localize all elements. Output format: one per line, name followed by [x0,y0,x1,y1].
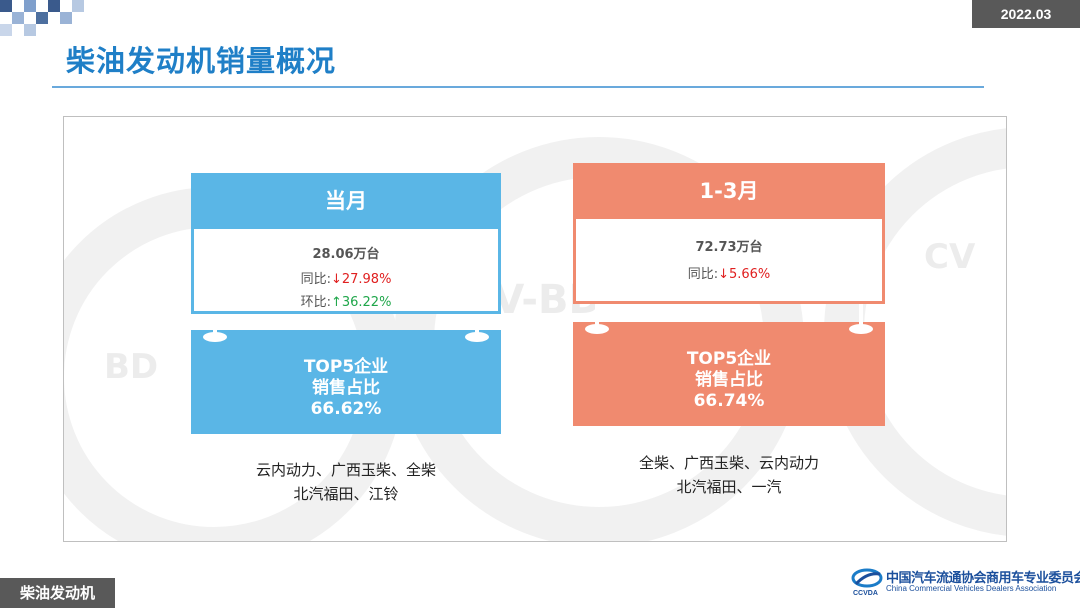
up-arrow-icon: ↑ [330,295,342,310]
sales-info-box-ytd: 72.73万台 同比:↓5.66% [573,216,885,304]
period-header-ytd: 1-3月 [573,163,885,219]
association-logo: CCVDA 中国汽车流通协会商用车专业委员会 China Commercial … [850,562,1080,600]
top5-line2: 销售占比 [312,378,380,398]
yoy-row: 同比:↓5.66% [576,263,882,282]
yoy-label: 同比: [300,272,331,287]
mom-label: 环比: [300,295,331,310]
connector-pin [475,314,479,336]
top5-line1: TOP5企业 [303,357,389,377]
connector-pin [595,304,599,328]
top5-companies-monthly: 云内动力、广西玉柴、全柴 北汽福田、江铃 [191,458,501,506]
yoy-value: 27.98% [341,272,392,287]
logo-mark-icon: CCVDA [851,568,883,597]
yoy-value: 5.66% [728,267,771,282]
yoy-row: 同比:↓27.98% [194,268,498,287]
companies-line1: 全柴、广西玉柴、云内动力 [638,454,819,472]
corner-pattern [0,0,96,36]
date-badge: 2022.03 [972,0,1080,28]
yoy-label: 同比: [687,267,719,282]
top5-line1: TOP5企业 [686,349,772,369]
watermark-text: CV [924,237,976,277]
connector-pin-head [465,332,489,342]
connector-pin [859,304,863,328]
sales-info-box-monthly: 28.06万台 同比:↓27.98% 环比:↑36.22% [191,226,501,314]
sales-total: 28.06万台 [312,247,380,262]
companies-line2: 北汽福田、一汽 [676,478,782,496]
top5-share-box-monthly: TOP5企业 销售占比 66.62% [191,314,501,434]
connector-pin-head [203,332,227,342]
connector-pin-head [849,324,873,334]
mom-row: 环比:↑36.22% [194,291,498,310]
top5-value: 66.62% [310,399,382,419]
page-title: 柴油发动机销量概况 [66,44,337,78]
logo-mark-text: CCVDA [853,590,878,597]
top5-value: 66.74% [693,391,765,411]
mom-value: 36.22% [341,295,392,310]
logo-chinese-name: 中国汽车流通协会商用车专业委员会 [886,571,1080,586]
companies-line1: 云内动力、广西玉柴、全柴 [255,461,436,479]
period-header-monthly: 当月 [191,173,501,229]
top5-companies-ytd: 全柴、广西玉柴、云内动力 北汽福田、一汽 [573,451,885,499]
section-tag: 柴油发动机 [0,578,115,608]
logo-english-name: China Commercial Vehicles Dealers Associ… [886,584,1057,593]
top5-line2: 销售占比 [695,370,763,390]
sales-total: 72.73万台 [695,240,763,255]
connector-pin [213,314,217,336]
top5-share-box-ytd: TOP5企业 销售占比 66.74% [573,304,885,426]
content-panel: CV-BD BD CV 当月 28.06万台 同比:↓27.98% 环比:↑36… [63,116,1007,542]
connector-pin-head [585,324,609,334]
title-divider [52,86,984,88]
down-arrow-icon: ↓ [718,267,729,282]
companies-line2: 北汽福田、江铃 [293,485,399,503]
down-arrow-icon: ↓ [330,272,342,287]
watermark-text: BD [104,347,159,387]
